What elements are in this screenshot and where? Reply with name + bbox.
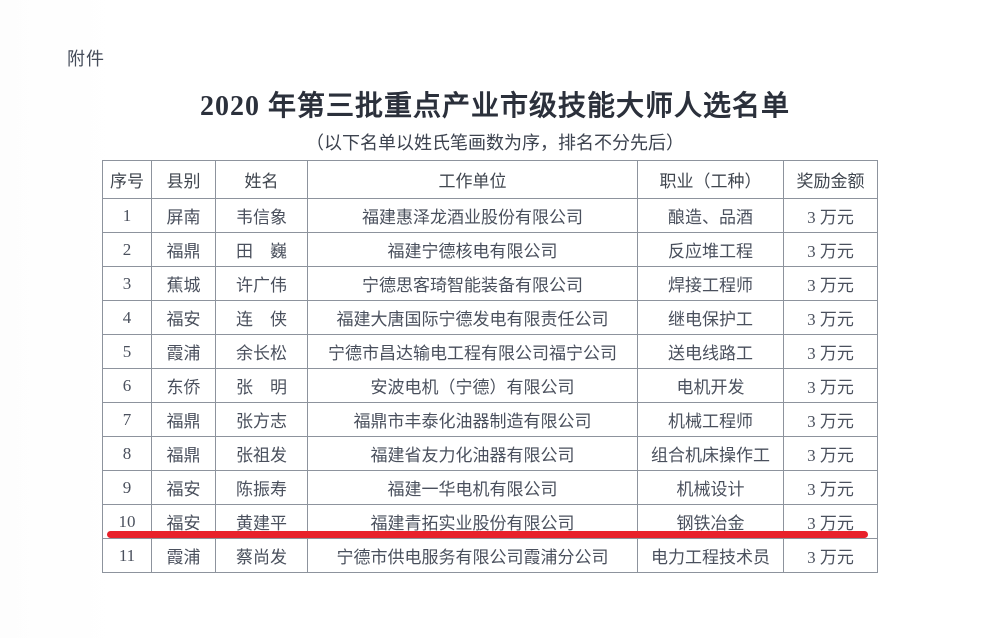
column-header-name: 姓名 [215, 160, 308, 199]
table-cell-reward: 3 万元 [783, 436, 878, 471]
table-cell-county: 福鼎 [151, 436, 216, 471]
table-cell-reward: 3 万元 [783, 198, 878, 233]
table-row: 3 蕉城 许广伟 宁德思客琦智能装备有限公司 焊接工程师 3 万元 [102, 266, 878, 301]
table-cell-name: 连 侠 [215, 300, 308, 335]
table-cell-name: 陈振寿 [215, 470, 308, 505]
table-row: 9 福安 陈振寿 福建一华电机有限公司 机械设计 3 万元 [102, 470, 878, 505]
table-cell-no: 2 [102, 232, 152, 267]
column-header-occupation: 职业（工种） [637, 160, 784, 199]
table-header-row: 序号 县别 姓名 工作单位 职业（工种） 奖励金额 [102, 160, 878, 199]
candidates-table: 序号 县别 姓名 工作单位 职业（工种） 奖励金额 1 屏南 韦信象 福建惠泽龙酒业股… [102, 160, 878, 573]
table-cell-occupation: 继电保护工 [637, 300, 784, 335]
table-cell-employer: 宁德市昌达输电工程有限公司福宁公司 [307, 334, 638, 369]
column-header-county: 县别 [151, 160, 216, 199]
table-row: 1 屏南 韦信象 福建惠泽龙酒业股份有限公司 酿造、品酒 3 万元 [102, 198, 878, 233]
table-cell-county: 福鼎 [151, 402, 216, 437]
table-row: 6 东侨张 明安波电机（宁德）有限公司 电机开发 3 万元 [102, 368, 878, 403]
column-header-reward: 奖励金额 [783, 160, 878, 199]
table-row: 7 福鼎 张方志 福鼎市丰泰化油器制造有限公司 机械工程师 3 万元 [102, 402, 878, 437]
table-cell-occupation: 送电线路工 [637, 334, 784, 369]
table-cell-reward: 3 万元 [783, 232, 878, 267]
table-cell-no: 11 [102, 538, 152, 573]
table-cell-employer: 福建惠泽龙酒业股份有限公司 [307, 198, 638, 233]
table-cell-occupation: 机械工程师 [637, 402, 784, 437]
table-cell-county: 蕉城 [151, 266, 216, 301]
table-cell-employer: 福建一华电机有限公司 [307, 470, 638, 505]
table-cell-no: 8 [102, 436, 152, 471]
table-cell-county: 霞浦 [151, 538, 216, 573]
document-title: 2020 年第三批重点产业市级技能大师人选名单 [199, 91, 790, 122]
table-cell-name: 韦信象 [215, 198, 308, 233]
attachment-label: 附件 [67, 49, 105, 69]
table-header: 序号 县别 姓名 工作单位 职业（工种） 奖励金额 [102, 160, 878, 199]
table-cell-employer: 福建宁德核电有限公司 [307, 232, 638, 267]
table-row: 5 霞浦 余长松 宁德市昌达输电工程有限公司福宁公司 送电线路工 3 万元 [102, 334, 878, 369]
table-cell-employer: 福建省友力化油器有限公司 [307, 436, 638, 471]
table-cell-name: 张祖发 [215, 436, 308, 471]
table-body: 1 屏南 韦信象 福建惠泽龙酒业股份有限公司 酿造、品酒 3 万元 2 福鼎田 巍福建宁德核电… [102, 198, 878, 573]
table-cell-name: 许广伟 [215, 266, 308, 301]
table-cell-county: 福安 [151, 470, 216, 505]
table-cell-reward: 3 万元 [783, 334, 878, 369]
red-highlight-underline [107, 531, 868, 538]
table-cell-reward: 3 万元 [783, 538, 878, 573]
table-cell-name: 蔡尚发 [215, 538, 308, 573]
document-subtitle: （以下名单以姓氏笔画数为序，排名不分先后） [306, 133, 684, 153]
table-cell-county: 福安 [151, 300, 216, 335]
table-cell-occupation: 酿造、品酒 [637, 198, 784, 233]
table-cell-no: 5 [102, 334, 152, 369]
table-cell-occupation: 电机开发 [637, 368, 784, 403]
table-cell-no: 3 [102, 266, 152, 301]
table-cell-reward: 3 万元 [783, 402, 878, 437]
table-cell-occupation: 焊接工程师 [637, 266, 784, 301]
table-cell-occupation: 反应堆工程 [637, 232, 784, 267]
table-cell-employer: 安波电机（宁德）有限公司 [307, 368, 638, 403]
table-cell-employer: 宁德思客琦智能装备有限公司 [307, 266, 638, 301]
table-cell-occupation: 机械设计 [637, 470, 784, 505]
table-cell-employer: 福鼎市丰泰化油器制造有限公司 [307, 402, 638, 437]
table-cell-employer: 宁德市供电服务有限公司霞浦分公司 [307, 538, 638, 573]
column-header-no: 序号 [102, 160, 152, 199]
table-cell-employer: 福建大唐国际宁德发电有限责任公司 [307, 300, 638, 335]
table-cell-no: 4 [102, 300, 152, 335]
table-cell-name: 田 巍 [215, 232, 308, 267]
table-cell-reward: 3 万元 [783, 300, 878, 335]
table-cell-occupation: 电力工程技术员 [637, 538, 784, 573]
table-cell-occupation: 组合机床操作工 [637, 436, 784, 471]
table-cell-no: 9 [102, 470, 152, 505]
table-cell-county: 屏南 [151, 198, 216, 233]
table-row: 8 福鼎 张祖发 福建省友力化油器有限公司 组合机床操作工 3 万元 [102, 436, 878, 471]
table-cell-county: 福鼎 [151, 232, 216, 267]
table-cell-county: 东侨 [151, 368, 216, 403]
table-cell-name: 张 明 [215, 368, 308, 403]
table-cell-no: 7 [102, 402, 152, 437]
table-cell-reward: 3 万元 [783, 266, 878, 301]
table-cell-name: 张方志 [215, 402, 308, 437]
table-row: 4 福安连 侠福建大唐国际宁德发电有限责任公司 继电保护工 3 万元 [102, 300, 878, 335]
column-header-employer: 工作单位 [307, 160, 638, 199]
table-cell-reward: 3 万元 [783, 368, 878, 403]
table-cell-name: 余长松 [215, 334, 308, 369]
table-cell-no: 6 [102, 368, 152, 403]
table-row: 2 福鼎田 巍福建宁德核电有限公司 反应堆工程 3 万元 [102, 232, 878, 267]
table-cell-reward: 3 万元 [783, 470, 878, 505]
table-row: 11 霞浦 蔡尚发 宁德市供电服务有限公司霞浦分公司 电力工程技术员 3 万元 [102, 538, 878, 573]
table-cell-no: 1 [102, 198, 152, 233]
table-cell-county: 霞浦 [151, 334, 216, 369]
